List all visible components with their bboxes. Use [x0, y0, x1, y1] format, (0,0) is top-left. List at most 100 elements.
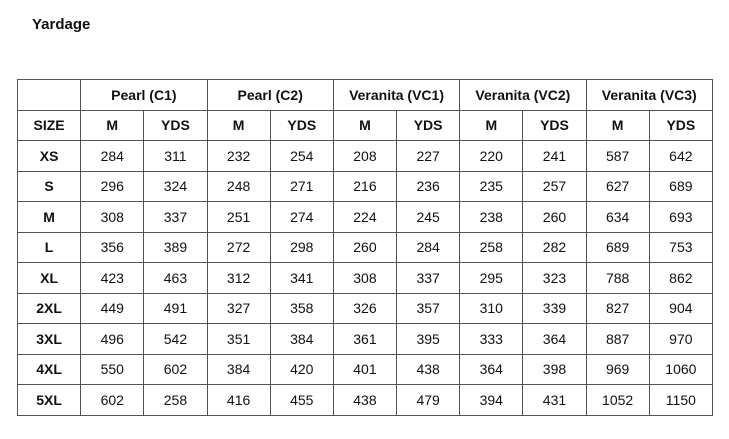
group-header: Veranita (VC1): [332, 79, 461, 111]
value-cell: 271: [269, 170, 334, 202]
value-cell: 298: [269, 231, 334, 263]
subheader: M: [80, 109, 145, 141]
value-cell: 357: [396, 292, 461, 324]
table-body: Pearl (C1) Pearl (C2) Veranita (VC1) Verani…: [16, 79, 714, 416]
value-cell: 602: [143, 353, 208, 385]
value-cell: 788: [585, 262, 650, 294]
data-row: 4XL 550 602 384 420 401 438 364 398 969 1060: [16, 353, 714, 385]
value-cell: 337: [143, 201, 208, 233]
value-cell: 642: [648, 140, 714, 172]
data-row: XS 284 311 232 254 208 227 220 241 587 642: [16, 140, 714, 172]
value-cell: 602: [80, 384, 145, 416]
value-cell: 260: [522, 201, 587, 233]
value-cell: 296: [80, 170, 145, 202]
value-cell: 258: [143, 384, 208, 416]
value-cell: 969: [585, 353, 650, 385]
subheader: M: [332, 109, 398, 141]
value-cell: 227: [396, 140, 461, 172]
corner-cell: [16, 79, 82, 111]
value-cell: 339: [522, 292, 587, 324]
group-header: Veranita (VC3): [585, 79, 714, 111]
group-header-row: Pearl (C1) Pearl (C2) Veranita (VC1) Verani…: [16, 79, 714, 111]
value-cell: 333: [459, 323, 524, 355]
value-cell: 389: [143, 231, 208, 263]
size-cell: 4XL: [16, 353, 82, 385]
data-row: 3XL 496 542 351 384 361 395 333 364 887 970: [16, 323, 714, 355]
size-cell: 2XL: [16, 292, 82, 324]
value-cell: 310: [459, 292, 524, 324]
value-cell: 438: [332, 384, 398, 416]
value-cell: 236: [396, 170, 461, 202]
subheader: YDS: [648, 109, 714, 141]
size-cell: L: [16, 231, 82, 263]
value-cell: 323: [522, 262, 587, 294]
value-cell: 284: [80, 140, 145, 172]
value-cell: 455: [269, 384, 334, 416]
size-cell: S: [16, 170, 82, 202]
value-cell: 254: [269, 140, 334, 172]
value-cell: 311: [143, 140, 208, 172]
title: Yardage: [32, 16, 91, 33]
value-cell: 496: [80, 323, 145, 355]
value-cell: 282: [522, 231, 587, 263]
subheader: YDS: [522, 109, 587, 141]
value-cell: 1060: [648, 353, 714, 385]
size-cell: 5XL: [16, 384, 82, 416]
value-cell: 693: [648, 201, 714, 233]
size-cell: M: [16, 201, 82, 233]
value-cell: 258: [459, 231, 524, 263]
value-cell: 887: [585, 323, 650, 355]
value-cell: 257: [522, 170, 587, 202]
value-cell: 327: [206, 292, 271, 324]
value-cell: 384: [206, 353, 271, 385]
value-cell: 542: [143, 323, 208, 355]
group-header: Pearl (C1): [80, 79, 208, 111]
value-cell: 634: [585, 201, 650, 233]
value-cell: 587: [585, 140, 650, 172]
value-cell: 232: [206, 140, 271, 172]
value-cell: 398: [522, 353, 587, 385]
size-cell: XL: [16, 262, 82, 294]
value-cell: 479: [396, 384, 461, 416]
data-row: 2XL 449 491 327 358 326 357 310 339 827 904: [16, 292, 714, 324]
data-row: L 356 389 272 298 260 284 258 282 689 753: [16, 231, 714, 263]
subheader: M: [206, 109, 271, 141]
data-row: S 296 324 248 271 216 236 235 257 627 689: [16, 170, 714, 202]
value-cell: 550: [80, 353, 145, 385]
value-cell: 224: [332, 201, 398, 233]
value-cell: 245: [396, 201, 461, 233]
value-cell: 1052: [585, 384, 650, 416]
group-header: Pearl (C2): [206, 79, 334, 111]
data-row: 5XL 602 258 416 455 438 479 394 431 1052 1150: [16, 384, 714, 416]
value-cell: 248: [206, 170, 271, 202]
value-cell: 216: [332, 170, 398, 202]
value-cell: 337: [396, 262, 461, 294]
value-cell: 284: [396, 231, 461, 263]
value-cell: 463: [143, 262, 208, 294]
value-cell: 364: [522, 323, 587, 355]
value-cell: 862: [648, 262, 714, 294]
subheader: M: [585, 109, 650, 141]
value-cell: 904: [648, 292, 714, 324]
value-cell: 208: [332, 140, 398, 172]
value-cell: 491: [143, 292, 208, 324]
value-cell: 431: [522, 384, 587, 416]
subheader: YDS: [269, 109, 334, 141]
value-cell: 308: [80, 201, 145, 233]
value-cell: 235: [459, 170, 524, 202]
value-cell: 358: [269, 292, 334, 324]
value-cell: 420: [269, 353, 334, 385]
value-cell: 351: [206, 323, 271, 355]
value-cell: 395: [396, 323, 461, 355]
value-cell: 238: [459, 201, 524, 233]
subheader: M: [459, 109, 524, 141]
value-cell: 220: [459, 140, 524, 172]
value-cell: 274: [269, 201, 334, 233]
subheader: YDS: [396, 109, 461, 141]
subheader: YDS: [143, 109, 208, 141]
value-cell: 364: [459, 353, 524, 385]
value-cell: 308: [332, 262, 398, 294]
subheader-row: SIZE M YDS M YDS M YDS M YDS M YDS: [16, 109, 714, 141]
size-cell: 3XL: [16, 323, 82, 355]
